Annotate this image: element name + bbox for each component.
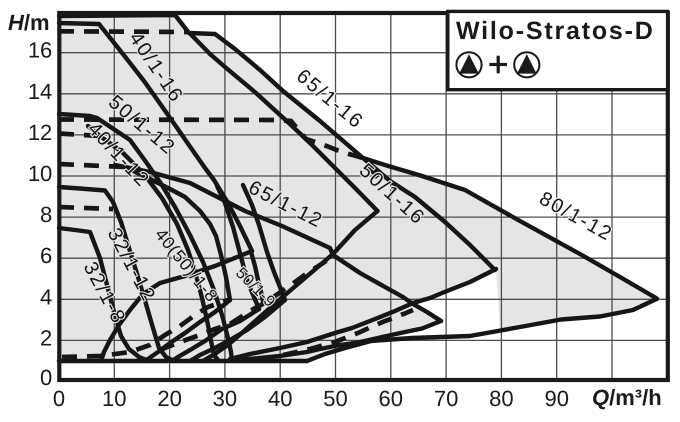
svg-text:30: 30 bbox=[213, 386, 237, 411]
svg-text:40: 40 bbox=[268, 386, 292, 411]
svg-text:Q/m³/h: Q/m³/h bbox=[592, 385, 662, 410]
svg-text:50: 50 bbox=[323, 386, 347, 411]
svg-text:2: 2 bbox=[40, 325, 52, 350]
svg-text:0: 0 bbox=[40, 365, 52, 390]
svg-text:80: 80 bbox=[489, 386, 513, 411]
svg-text:Wilo-Stratos-D: Wilo-Stratos-D bbox=[456, 17, 655, 45]
svg-text:4: 4 bbox=[40, 284, 52, 309]
svg-text:6: 6 bbox=[40, 243, 52, 268]
svg-text:14: 14 bbox=[28, 79, 52, 104]
svg-text:10: 10 bbox=[102, 386, 126, 411]
svg-text:8: 8 bbox=[40, 202, 52, 227]
svg-text:10: 10 bbox=[28, 161, 52, 186]
svg-text:60: 60 bbox=[379, 386, 403, 411]
svg-text:90: 90 bbox=[544, 386, 568, 411]
svg-text:H/m: H/m bbox=[8, 10, 50, 35]
svg-text:20: 20 bbox=[157, 386, 181, 411]
svg-text:12: 12 bbox=[28, 120, 52, 145]
svg-text:0: 0 bbox=[53, 386, 65, 411]
svg-text:70: 70 bbox=[434, 386, 458, 411]
svg-text:16: 16 bbox=[28, 38, 52, 63]
